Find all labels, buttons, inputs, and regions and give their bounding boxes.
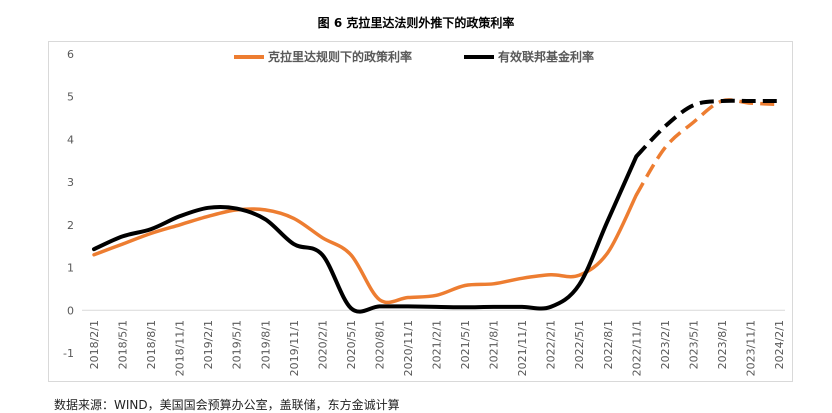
y-tick-label: 2 bbox=[67, 219, 74, 232]
y-tick-label: 4 bbox=[67, 133, 74, 146]
x-tick-label: 2022/2/1 bbox=[545, 320, 558, 369]
series-line-solid bbox=[92, 154, 639, 314]
x-tick-label: 2020/5/1 bbox=[345, 320, 358, 369]
y-tick-label: 3 bbox=[67, 176, 74, 189]
y-tick-label: 6 bbox=[67, 48, 74, 61]
x-tick-label: 2018/8/1 bbox=[145, 320, 158, 369]
x-tick-label: 2019/8/1 bbox=[259, 320, 272, 369]
series-line-forecast bbox=[634, 98, 779, 158]
legend-label: 有效联邦基金利率 bbox=[498, 49, 594, 64]
x-tick-label: 2019/11/1 bbox=[288, 320, 301, 376]
y-tick-label: 0 bbox=[67, 304, 74, 317]
series-line-forecast bbox=[634, 98, 780, 196]
x-tick-label: 2021/11/1 bbox=[516, 320, 529, 376]
y-tick-label: -1 bbox=[63, 347, 74, 360]
source-note: 数据来源：WIND，美国国会预算办公室，盖联储，东方金诚计算 bbox=[54, 398, 400, 412]
plot-area bbox=[48, 41, 793, 382]
x-tick-label: 2023/11/1 bbox=[744, 320, 757, 376]
x-tick-label: 2022/11/1 bbox=[630, 320, 643, 376]
x-tick-label: 2018/11/1 bbox=[174, 320, 187, 376]
x-tick-label: 2019/2/1 bbox=[202, 320, 215, 369]
x-tick-label: 2021/5/1 bbox=[459, 320, 472, 369]
x-tick-label: 2019/5/1 bbox=[231, 320, 244, 369]
x-tick-label: 2023/2/1 bbox=[659, 320, 672, 369]
x-tick-label: 2021/8/1 bbox=[488, 320, 501, 369]
x-tick-label: 2023/5/1 bbox=[687, 320, 700, 369]
x-tick-label: 2020/2/1 bbox=[316, 320, 329, 369]
chart-title: 图 6 克拉里达法则外推下的政策利率 bbox=[317, 16, 515, 30]
x-tick-label: 2022/5/1 bbox=[573, 320, 586, 369]
legend-label: 克拉里达规则下的政策利率 bbox=[268, 49, 412, 64]
x-tick-label: 2024/2/1 bbox=[773, 320, 786, 369]
y-tick-label: 5 bbox=[67, 91, 74, 104]
x-tick-label: 2020/8/1 bbox=[373, 320, 386, 369]
x-tick-label: 2021/2/1 bbox=[431, 320, 444, 369]
x-tick-label: 2022/8/1 bbox=[602, 320, 615, 369]
series-line-solid bbox=[92, 193, 639, 305]
line-chart: -1 0 1 2 3 4 5 6 2018/2/1 2018/5/1 2018/8/1 2018/11… bbox=[63, 48, 786, 376]
x-tick-label: 2018/2/1 bbox=[88, 320, 101, 369]
y-tick-label: 1 bbox=[67, 262, 74, 275]
x-tick-label: 2023/8/1 bbox=[716, 320, 729, 369]
x-tick-label: 2018/5/1 bbox=[117, 320, 130, 369]
x-tick-label: 2020/11/1 bbox=[402, 320, 415, 376]
